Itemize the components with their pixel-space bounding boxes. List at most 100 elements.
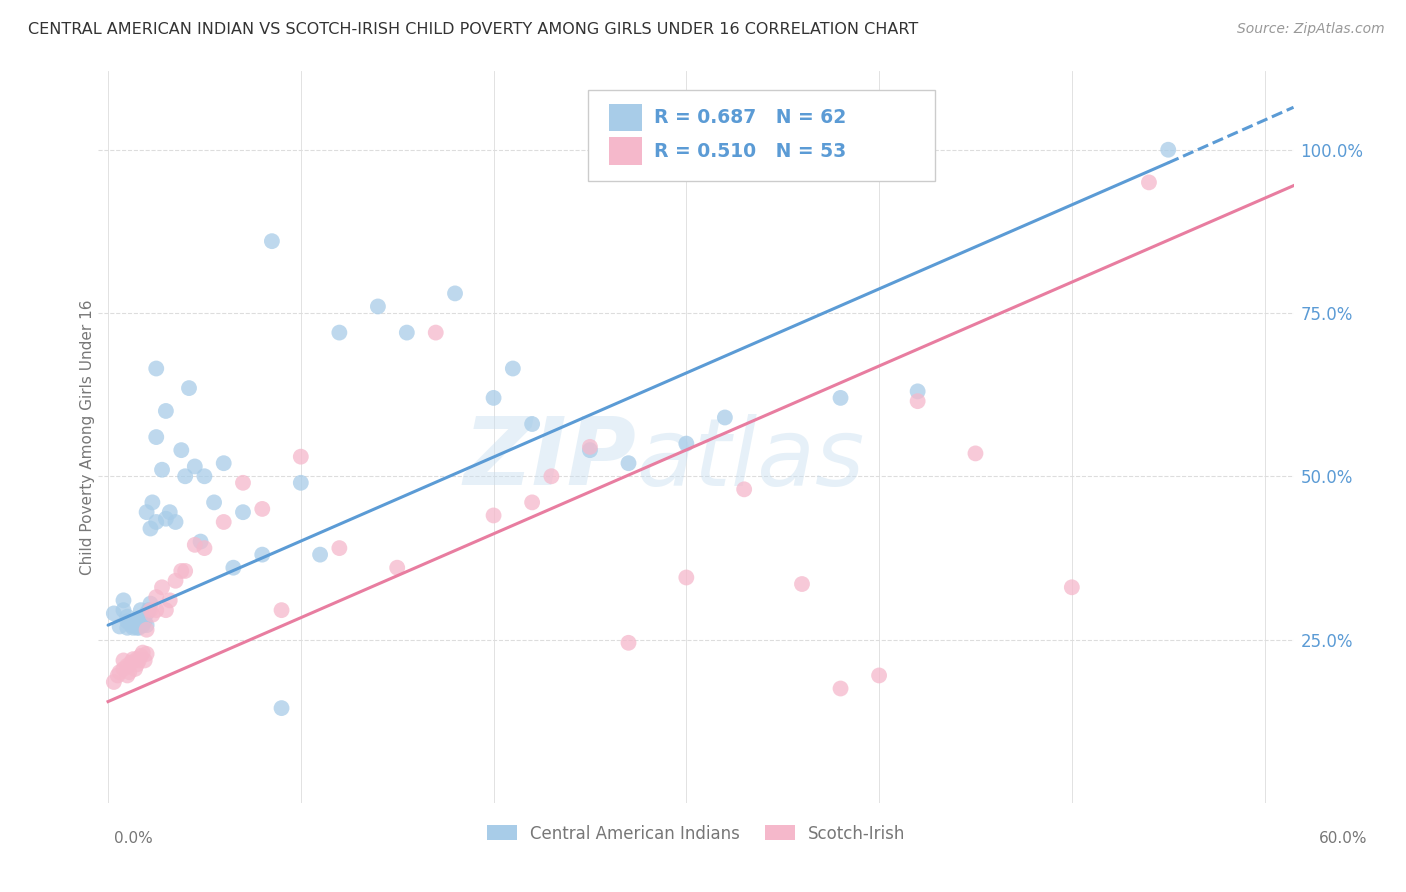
Bar: [609, 137, 643, 165]
Point: [212, 456, 235, 470]
Point: [222, 560, 245, 574]
Point: [139, 603, 162, 617]
Text: ZIP: ZIP: [464, 413, 637, 505]
FancyBboxPatch shape: [589, 90, 935, 181]
Point: [132, 613, 155, 627]
Point: [125, 652, 148, 666]
Point: [125, 613, 148, 627]
Point: [174, 469, 197, 483]
Point: [132, 618, 155, 632]
Point: [139, 597, 162, 611]
Point: [212, 515, 235, 529]
Point: [128, 621, 150, 635]
Point: [135, 647, 157, 661]
Point: [309, 548, 332, 562]
Text: atlas: atlas: [637, 414, 865, 505]
Point: [134, 653, 156, 667]
Point: [190, 534, 212, 549]
Point: [790, 577, 813, 591]
Point: [117, 668, 139, 682]
Point: [118, 665, 141, 680]
Text: 0.0%: 0.0%: [114, 831, 153, 846]
Point: [135, 505, 157, 519]
Point: [830, 681, 852, 696]
Text: Source: ZipAtlas.com: Source: ZipAtlas.com: [1237, 22, 1385, 37]
Point: [1137, 175, 1160, 189]
Point: [675, 436, 697, 450]
Point: [232, 475, 254, 490]
Point: [132, 646, 155, 660]
Point: [482, 508, 505, 523]
Point: [425, 326, 447, 340]
Point: [120, 618, 142, 632]
Point: [135, 618, 157, 632]
Point: [907, 384, 929, 399]
Point: [125, 621, 148, 635]
Point: [714, 410, 737, 425]
Point: [112, 603, 135, 617]
Bar: [609, 103, 643, 131]
Point: [170, 564, 193, 578]
Point: [328, 326, 350, 340]
Point: [122, 621, 145, 635]
Point: [117, 658, 139, 673]
Legend: Central American Indians, Scotch-Irish: Central American Indians, Scotch-Irish: [479, 818, 912, 849]
Point: [540, 469, 562, 483]
Point: [270, 603, 292, 617]
Point: [150, 580, 173, 594]
Point: [150, 463, 173, 477]
Point: [135, 623, 157, 637]
Point: [141, 495, 163, 509]
Point: [579, 440, 602, 454]
Point: [502, 361, 524, 376]
Point: [868, 668, 890, 682]
Point: [675, 570, 697, 584]
Point: [128, 653, 150, 667]
Point: [129, 603, 152, 617]
Text: 60.0%: 60.0%: [1319, 831, 1367, 846]
Point: [125, 616, 148, 631]
Point: [520, 417, 543, 431]
Point: [120, 656, 142, 670]
Point: [202, 495, 225, 509]
Point: [232, 505, 254, 519]
Point: [177, 381, 200, 395]
Point: [270, 701, 292, 715]
Point: [165, 515, 187, 529]
Point: [108, 665, 131, 680]
Point: [579, 443, 602, 458]
Point: [112, 653, 135, 667]
Point: [145, 515, 167, 529]
Point: [170, 443, 193, 458]
Point: [117, 621, 139, 635]
Point: [135, 607, 157, 621]
Text: R = 0.687   N = 62: R = 0.687 N = 62: [654, 108, 846, 127]
Point: [252, 548, 274, 562]
Point: [145, 361, 167, 376]
Text: R = 0.510   N = 53: R = 0.510 N = 53: [654, 142, 846, 161]
Point: [145, 590, 167, 604]
Point: [367, 300, 389, 314]
Point: [290, 450, 312, 464]
Point: [733, 483, 755, 497]
Point: [830, 391, 852, 405]
Point: [193, 469, 215, 483]
Point: [107, 668, 129, 682]
Point: [117, 609, 139, 624]
Point: [112, 593, 135, 607]
Point: [103, 607, 125, 621]
Point: [138, 603, 160, 617]
Point: [112, 662, 135, 676]
Point: [134, 614, 156, 628]
Point: [145, 603, 167, 617]
Point: [174, 564, 197, 578]
Point: [122, 616, 145, 631]
Point: [129, 648, 152, 663]
Y-axis label: Child Poverty Among Girls Under 16: Child Poverty Among Girls Under 16: [80, 300, 94, 574]
Point: [155, 404, 177, 418]
Point: [184, 459, 207, 474]
Point: [108, 619, 131, 633]
Point: [395, 326, 418, 340]
Point: [155, 603, 177, 617]
Point: [328, 541, 350, 555]
